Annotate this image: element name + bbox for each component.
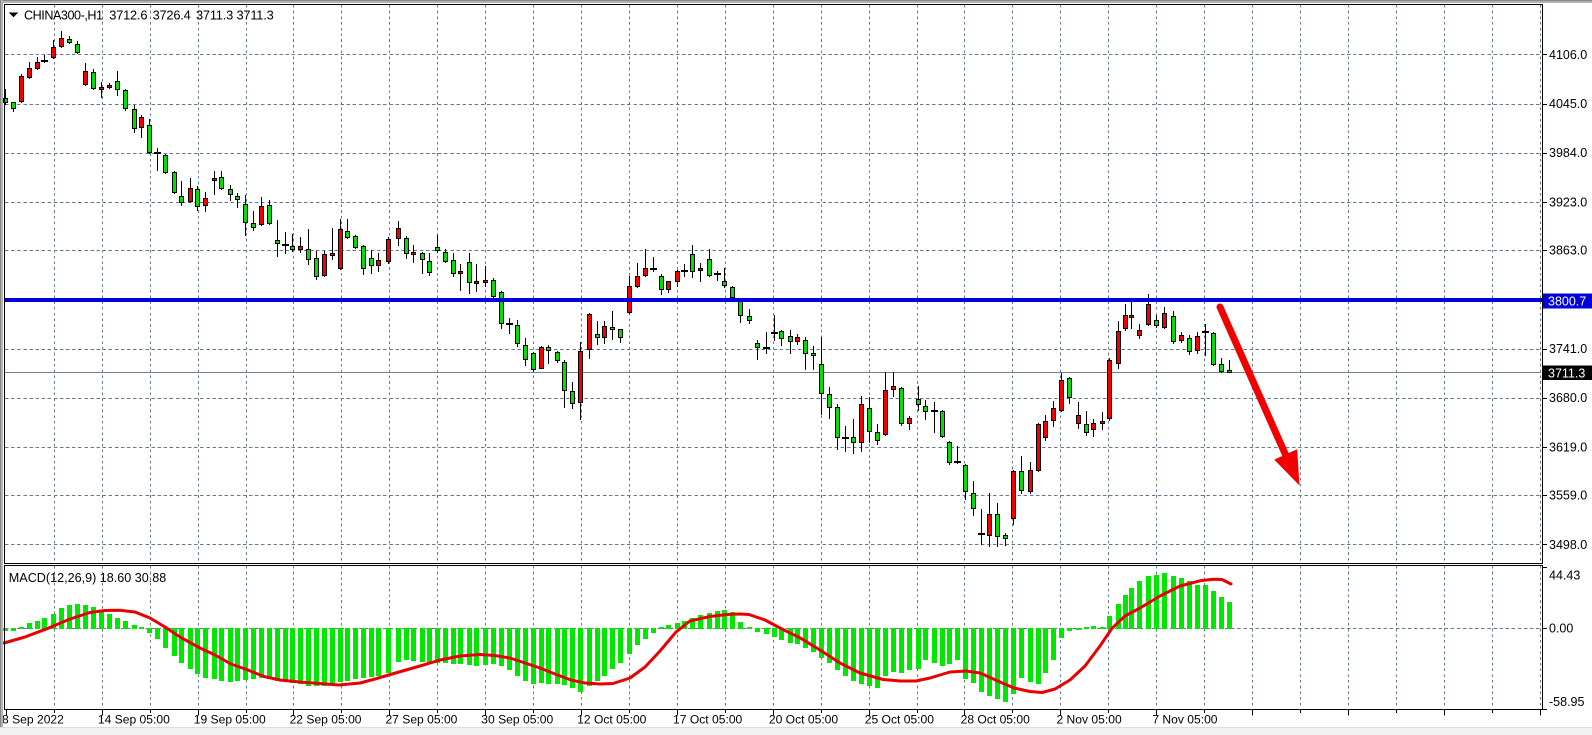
svg-text:3923.0: 3923.0 — [1549, 195, 1587, 209]
svg-text:3559.0: 3559.0 — [1549, 489, 1587, 503]
svg-text:-58.95: -58.95 — [1549, 695, 1584, 709]
svg-text:8 Sep 2022: 8 Sep 2022 — [2, 713, 64, 727]
svg-text:0.00: 0.00 — [1549, 622, 1573, 636]
svg-text:19 Sep 05:00: 19 Sep 05:00 — [194, 713, 266, 727]
svg-text:3726.4: 3726.4 — [153, 8, 191, 23]
svg-text:27 Sep 05:00: 27 Sep 05:00 — [385, 713, 457, 727]
svg-text:3800.7: 3800.7 — [1548, 295, 1586, 309]
svg-text:44.43: 44.43 — [1549, 568, 1580, 582]
svg-text:CHINA300-,H1: CHINA300-,H1 — [24, 9, 103, 23]
svg-text:MACD(12,26,9) 18.60 30.88: MACD(12,26,9) 18.60 30.88 — [9, 571, 167, 585]
svg-text:4106.0: 4106.0 — [1549, 48, 1587, 62]
svg-text:3711.3: 3711.3 — [1548, 366, 1585, 380]
svg-text:3741.0: 3741.0 — [1549, 342, 1587, 356]
svg-text:3680.0: 3680.0 — [1549, 391, 1587, 405]
svg-text:3863.0: 3863.0 — [1549, 244, 1587, 258]
svg-text:3619.0: 3619.0 — [1549, 440, 1587, 454]
svg-text:2 Nov 05:00: 2 Nov 05:00 — [1056, 713, 1121, 727]
svg-text:3712.6: 3712.6 — [109, 8, 147, 23]
svg-text:30 Sep 05:00: 30 Sep 05:00 — [481, 713, 553, 727]
svg-text:7 Nov 05:00: 7 Nov 05:00 — [1152, 713, 1217, 727]
svg-text:17 Oct 05:00: 17 Oct 05:00 — [673, 713, 743, 727]
svg-text:3984.0: 3984.0 — [1549, 146, 1587, 160]
svg-text:4045.0: 4045.0 — [1549, 97, 1587, 111]
svg-text:20 Oct 05:00: 20 Oct 05:00 — [769, 713, 839, 727]
svg-text:3498.0: 3498.0 — [1549, 538, 1587, 552]
svg-text:14 Sep 05:00: 14 Sep 05:00 — [98, 713, 170, 727]
svg-text:25 Oct 05:00: 25 Oct 05:00 — [865, 713, 935, 727]
svg-text:28 Oct 05:00: 28 Oct 05:00 — [961, 713, 1031, 727]
svg-text:3711.3: 3711.3 — [237, 8, 274, 23]
svg-text:3711.3: 3711.3 — [196, 8, 233, 23]
svg-text:22 Sep 05:00: 22 Sep 05:00 — [290, 713, 362, 727]
svg-text:12 Oct 05:00: 12 Oct 05:00 — [577, 713, 647, 727]
